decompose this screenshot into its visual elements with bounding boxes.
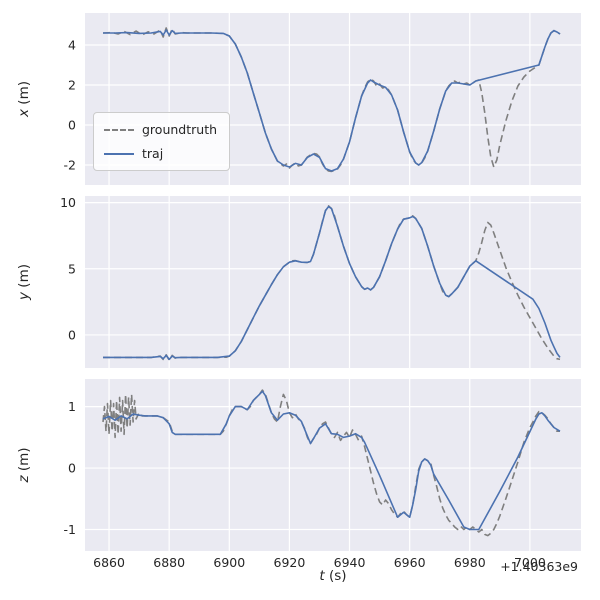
axis-label-var: x [16,108,32,117]
series-traj-line [103,205,561,361]
legend-item-traj: traj [104,146,217,161]
y-tick-label: 0 [68,118,76,133]
x-tick-label: 6900 [213,555,245,570]
axis-label-var: y [16,291,32,300]
subplot-z: -1 0 1 6860 6880 6900 6920 6940 6960 6980 7000 [64,379,581,570]
y-axis-label-y: y (m) [16,264,32,300]
axis-label-unit: (s) [329,568,347,584]
legend-label: groundtruth [142,122,218,137]
groundtruth-line-sample [104,128,134,131]
y-axis-label-x: x (m) [16,81,32,117]
series-traj-line [102,390,561,531]
axis-label-var: z [16,475,32,483]
x-axis-label: t (s) [319,568,346,584]
x-tick-label: 6920 [274,555,306,570]
axes-background [85,196,581,368]
legend: groundtruth traj [93,112,231,171]
y-tick-label: 4 [68,38,76,53]
y-axis-label-z: z (m) [16,447,32,482]
axis-label-unit: (m) [16,81,32,105]
y-tick-label: -1 [64,522,76,537]
axis-label-unit: (m) [16,447,32,472]
x-tick-label: 6960 [394,555,426,570]
y-tick-label: 0 [68,327,76,342]
x-tick-label: 6980 [454,555,486,570]
traj-line-sample [104,152,134,155]
legend-label: traj [142,146,164,161]
x-tick-label: 6940 [334,555,366,570]
series-traj-line [103,29,561,172]
y-tick-label: 5 [68,261,76,276]
y-tick-label: -2 [64,158,76,173]
y-tick-label: 1 [68,399,76,414]
axis-label-var: t [319,568,325,584]
x-tick-label: 6860 [93,555,125,570]
legend-item-groundtruth: groundtruth [104,122,217,137]
x-tick-label: 6880 [153,555,185,570]
x-tick-label: 7000 [514,555,546,570]
x-axis-offset-text: +1.40363e9 [500,559,578,574]
subplot-y: 0 5 10 [60,195,581,368]
axis-label-unit: (m) [16,264,32,288]
y-tick-label: 0 [68,461,76,476]
axes-background [85,379,581,551]
y-tick-label: 2 [68,78,76,93]
y-tick-label: 10 [60,195,76,210]
